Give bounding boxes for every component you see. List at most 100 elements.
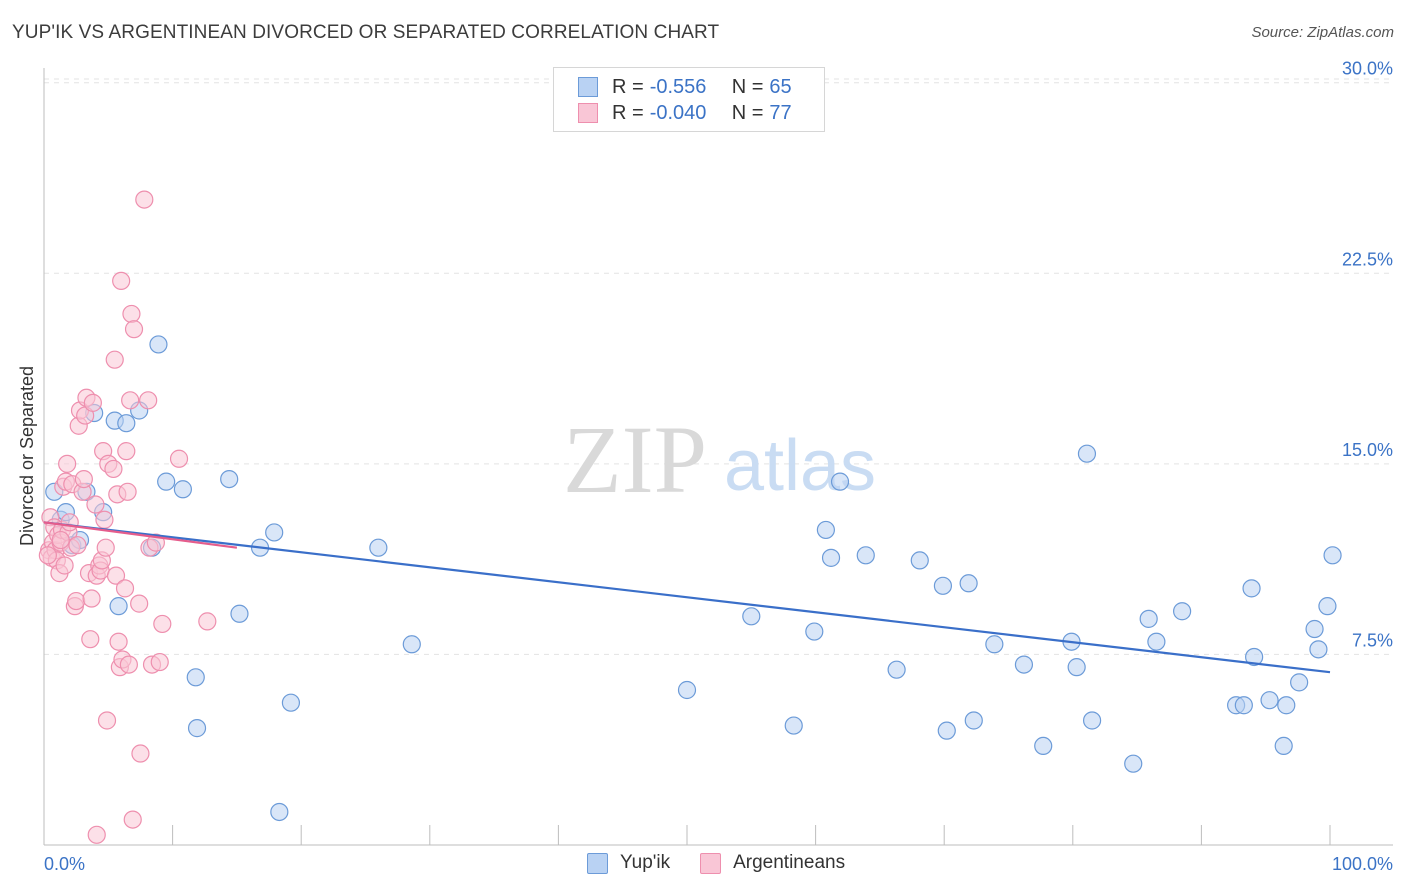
argentineans-point <box>60 513 79 532</box>
yupik-point <box>964 711 983 730</box>
argentineans-point <box>95 510 114 529</box>
yupik-point <box>220 469 239 489</box>
argentineans-point <box>169 449 189 468</box>
argentineans-point <box>130 594 149 613</box>
yupik-point <box>1173 602 1192 621</box>
argentineans-point <box>115 579 135 598</box>
yupik-point <box>887 660 906 679</box>
yupik-point <box>109 597 128 616</box>
yupik-point <box>1277 696 1296 715</box>
argentineans-point <box>123 810 142 829</box>
argentineans-point <box>106 566 126 585</box>
yupik-point <box>187 719 207 738</box>
yupik-point <box>985 635 1004 654</box>
argentineans-point <box>131 744 150 763</box>
yupik-point <box>369 538 388 557</box>
source-label: Source: ZipAtlas.com <box>1251 24 1394 41</box>
yupik-point <box>1147 632 1166 651</box>
yupik-point <box>784 716 803 735</box>
y-tick-label: 22.5% <box>1342 249 1393 269</box>
yupik-point <box>856 546 875 565</box>
grid-lines <box>44 78 1393 655</box>
watermark: ZIP atlas <box>563 406 876 513</box>
y-tick-label: 7.5% <box>1352 630 1393 650</box>
data-points <box>38 190 1342 844</box>
yupik-point <box>821 548 841 567</box>
r-label: R = <box>612 101 644 124</box>
yupik-point <box>805 622 824 641</box>
yupik-point <box>1082 711 1102 730</box>
yupik-point <box>1124 754 1143 773</box>
argentineans-point <box>38 546 57 565</box>
argentineans-point <box>51 530 70 550</box>
correlation-legend: R = -0.556 N = 65 R = -0.040 N = 77 <box>553 67 825 132</box>
n-value: 65 <box>769 75 792 98</box>
legend-label-argentineans: Argentineans <box>733 852 846 873</box>
legend-row-yupik: R = -0.556 N = 65 <box>578 75 792 99</box>
legend-row-argentineans: R = -0.040 N = 77 <box>578 101 792 125</box>
chart-title: YUP'IK VS ARGENTINEAN DIVORCED OR SEPARA… <box>12 22 720 43</box>
yupik-point <box>265 523 284 542</box>
yupik-point <box>937 721 956 740</box>
argentineans-point <box>135 190 154 209</box>
argentineans-point <box>83 393 102 412</box>
argentineans-point <box>119 655 138 674</box>
argentineans-point <box>86 495 105 514</box>
argentineans-trend-line <box>43 521 238 549</box>
watermark-zip: ZIP <box>563 406 707 513</box>
argentineans-point <box>139 391 158 410</box>
argentineans-point <box>117 442 136 461</box>
yupik-point <box>1234 696 1253 715</box>
yupik-point <box>1318 597 1337 616</box>
argentineans-point <box>150 652 169 672</box>
argentineans-point <box>96 538 115 557</box>
yupik-point <box>1067 658 1086 677</box>
legend-swatch-argentineans <box>578 103 598 123</box>
legend-swatch-yupik <box>587 852 608 874</box>
legend-item-yupik[interactable]: Yup'ik <box>587 852 670 874</box>
argentineans-point <box>109 632 128 651</box>
yupik-point <box>117 414 136 433</box>
yupik-point <box>1274 736 1293 756</box>
r-value: -0.040 <box>649 101 707 124</box>
argentineans-point <box>105 350 124 369</box>
argentineans-point <box>81 630 100 649</box>
yupik-point <box>1034 736 1053 756</box>
yupik-point <box>157 472 176 491</box>
yupik-point <box>1242 579 1261 598</box>
argentineans-point <box>58 454 77 473</box>
series-legend: Yup'ik Argentineans <box>587 852 875 874</box>
legend-item-argentineans[interactable]: Argentineans <box>700 852 845 874</box>
argentineans-point <box>124 320 144 339</box>
argentineans-point <box>153 614 172 634</box>
yupik-point <box>933 576 953 595</box>
watermark-atlas: atlas <box>724 426 876 506</box>
yupik-point <box>742 607 761 626</box>
yupik-point <box>1245 647 1264 667</box>
yupik-point <box>677 680 697 700</box>
argentineans-point <box>68 536 87 555</box>
yupik-point <box>959 574 978 593</box>
yupik-point <box>816 520 835 540</box>
x-tick-label-max: 100.0% <box>1332 854 1393 874</box>
axes <box>43 68 1393 846</box>
yupik-point <box>1014 655 1034 674</box>
yupik-point <box>186 668 205 687</box>
argentineans-point <box>104 459 123 479</box>
yupik-point <box>270 802 289 822</box>
yupik-point <box>149 335 168 354</box>
yupik-point <box>910 551 929 570</box>
y-axis-label: Divorced or Separated <box>17 366 37 546</box>
r-value: -0.556 <box>649 75 707 98</box>
argentineans-point <box>55 556 74 575</box>
argentineans-point <box>198 612 217 631</box>
yupik-point <box>1305 619 1324 639</box>
argentineans-point <box>97 711 117 730</box>
y-tick-label: 15.0% <box>1342 440 1393 460</box>
legend-swatch-yupik <box>578 77 598 97</box>
yupik-point <box>1323 546 1342 565</box>
argentineans-point <box>121 391 140 410</box>
argentineans-point <box>122 304 141 324</box>
argentineans-point <box>112 271 131 291</box>
